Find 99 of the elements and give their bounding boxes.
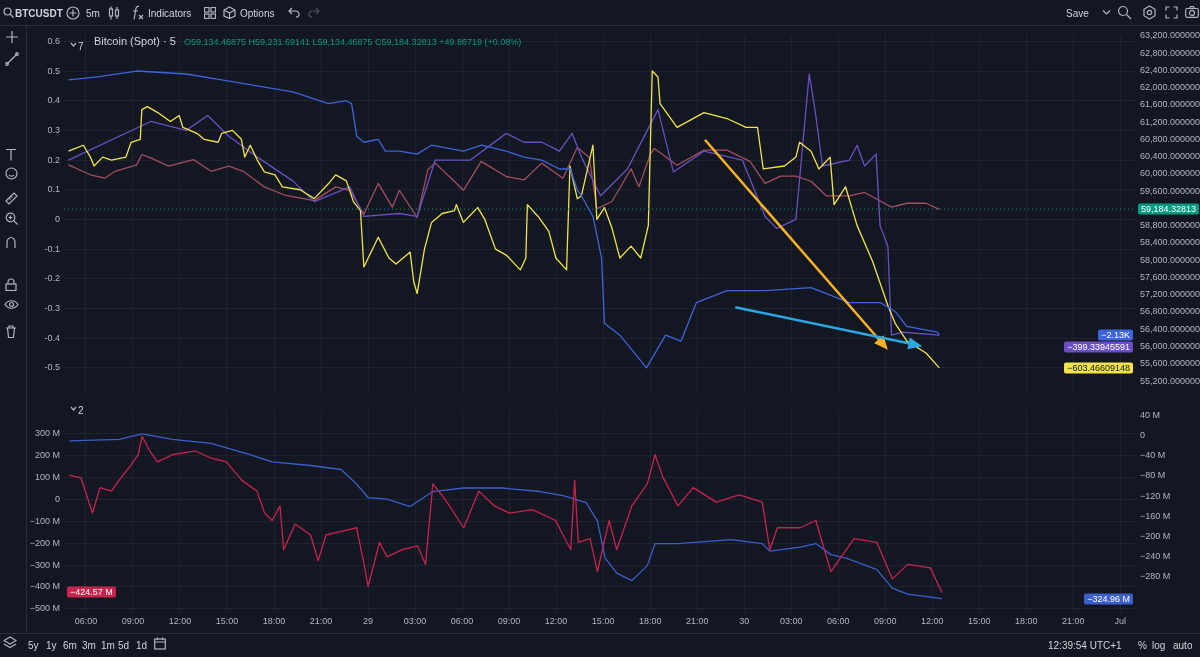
annotation: 2 [78, 404, 84, 416]
text: % [1138, 639, 1147, 651]
x-tick-label: 15:00 [968, 616, 991, 627]
x-tick-label: 09:00 [497, 616, 521, 627]
y-tick-label: −200 M [29, 537, 60, 548]
text: 1m [101, 639, 115, 651]
y-tick-label: 0.5 [47, 65, 60, 76]
y-tick-label: 200 M [34, 449, 60, 460]
y2-tick-label: 60,400.000000 [1140, 151, 1200, 162]
x-tick-label: 18:00 [1015, 616, 1038, 627]
text: 5m [86, 7, 100, 19]
y2-tick-label: −280 M [1140, 570, 1171, 581]
y2-tick-label: −40 M [1140, 450, 1166, 461]
annotation: 7 [78, 40, 84, 52]
y2-tick-label: 0 [1140, 430, 1146, 441]
y2-tick-label: 61,600.000000 [1140, 99, 1200, 110]
y-tick-label: −100 M [29, 515, 60, 526]
text: 1y [46, 639, 57, 651]
y2-tick-label: 57,200.000000 [1140, 289, 1200, 300]
y2-tick-label: 56,800.000000 [1140, 306, 1200, 317]
y2-tick-label: 58,000.000000 [1140, 254, 1200, 265]
x-tick-label: 21:00 [1062, 616, 1085, 627]
y-tick-label: 0.3 [47, 124, 60, 135]
x-tick-label: 18:00 [638, 616, 662, 627]
y-tick-label: -0.1 [44, 243, 60, 254]
text: 3m [82, 639, 96, 651]
x-tick-label: 09:00 [121, 616, 145, 627]
y-tick-label: 0 [54, 213, 60, 224]
y-tick-label: 0.6 [47, 35, 60, 46]
x-tick-label: 03:00 [779, 616, 803, 627]
y2-tick-label: 56,000.000000 [1140, 340, 1200, 351]
y2-tick-label: −120 M [1140, 490, 1171, 501]
text: Options [240, 7, 275, 19]
y-tick-label: -0.5 [44, 362, 60, 373]
chart-title: Bitcoin (Spot) · 5 [94, 35, 176, 48]
text: auto [1173, 639, 1193, 651]
ref-line-label: 59,184.32813 [1138, 203, 1200, 215]
y2-tick-label: 60,800.000000 [1140, 133, 1200, 144]
annotation: −399.33945591 [1064, 341, 1133, 353]
text: 12:39:54 UTC+1 [1048, 639, 1122, 651]
x-tick-label: 12:00 [920, 616, 944, 627]
x-tick-label: 21:00 [309, 616, 333, 627]
text: Save [1066, 7, 1089, 19]
x-tick-label: Jul [1114, 616, 1127, 627]
x-tick-label: 30 [739, 616, 750, 627]
y2-tick-label: 62,800.000000 [1140, 47, 1200, 58]
y2-tick-label: −240 M [1140, 550, 1171, 561]
y2-tick-label: −160 M [1140, 510, 1171, 521]
y-tick-label: 300 M [34, 427, 60, 438]
y2-tick-label: 40 M [1140, 410, 1161, 421]
y2-tick-label: 58,400.000000 [1140, 237, 1200, 248]
chart-subtitle: O59,134.46875 H59,231.69141 L59,134.46875 C59,184.32813 +49.86719 (+0.08%) [183, 37, 522, 48]
annotation: −424.57 M [67, 586, 116, 598]
y2-tick-label: 56,400.000000 [1140, 323, 1200, 334]
y2-tick-label: 58,800.000000 [1140, 220, 1200, 231]
y-tick-label: -0.4 [44, 332, 60, 343]
y-tick-label: −500 M [29, 603, 60, 614]
y2-tick-label: 57,600.000000 [1140, 271, 1200, 282]
y2-tick-label: 60,000.000000 [1140, 168, 1200, 179]
text: 5y [28, 639, 39, 651]
y2-tick-label: −80 M [1140, 470, 1166, 481]
y2-tick-label: 63,200.000000 [1140, 30, 1200, 41]
annotation: −603.46609148 [1064, 362, 1133, 374]
x-tick-label: 18:00 [262, 616, 286, 627]
x-tick-label: 12:00 [544, 616, 568, 627]
y2-tick-label: 62,000.000000 [1140, 82, 1200, 93]
text: Indicators [148, 7, 192, 19]
x-tick-label: 09:00 [873, 616, 897, 627]
y-tick-label: −300 M [29, 559, 60, 570]
x-tick-label: 06:00 [450, 616, 474, 627]
x-tick-label: 06:00 [74, 616, 98, 627]
y2-tick-label: −200 M [1140, 530, 1171, 541]
y2-tick-label: 59,600.000000 [1140, 185, 1200, 196]
text: BTCUSDT [15, 7, 63, 19]
x-tick-label: 15:00 [215, 616, 239, 627]
y2-tick-label: 55,200.000000 [1140, 375, 1200, 386]
x-tick-label: 03:00 [403, 616, 427, 627]
x-tick-label: 29 [363, 616, 374, 627]
text: log [1152, 639, 1166, 651]
y-tick-label: -0.3 [44, 302, 60, 313]
y2-tick-label: 62,400.000000 [1140, 64, 1200, 75]
x-tick-label: 15:00 [591, 616, 615, 627]
annotation: −324.96 M [1084, 593, 1133, 605]
y-tick-label: 0 [54, 493, 60, 504]
annotation: −2.13K [1098, 329, 1133, 341]
text: 5d [118, 639, 130, 651]
y2-tick-label: 61,200.000000 [1140, 116, 1200, 127]
y-tick-label: -0.2 [44, 273, 60, 284]
text: 1d [136, 639, 148, 651]
x-tick-label: 21:00 [685, 616, 709, 627]
y2-tick-label: 55,600.000000 [1140, 358, 1200, 369]
x-tick-label: 06:00 [826, 616, 850, 627]
y-tick-label: 100 M [34, 471, 60, 482]
x-tick-label: 12:00 [168, 616, 192, 627]
y-tick-label: 0.1 [47, 184, 60, 195]
text: 6m [63, 639, 77, 651]
y-tick-label: 0.4 [47, 95, 60, 106]
y-tick-label: 0.2 [47, 154, 60, 165]
y-tick-label: −400 M [29, 581, 60, 592]
